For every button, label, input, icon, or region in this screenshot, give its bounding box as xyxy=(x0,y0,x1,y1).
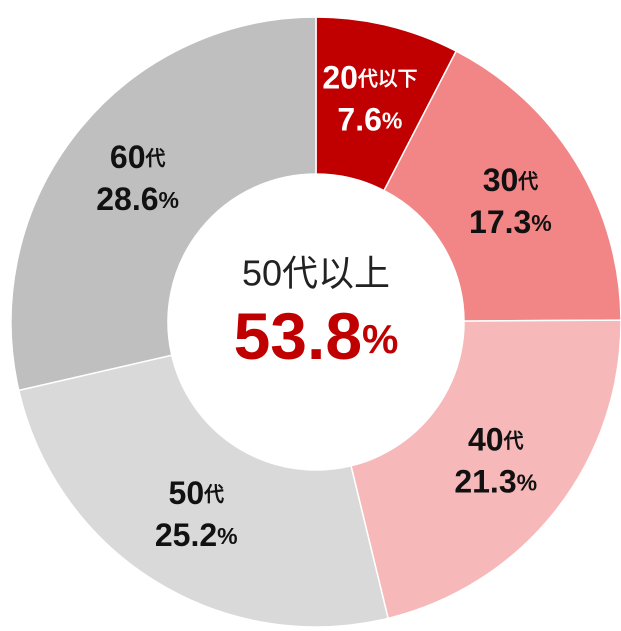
donut-slice xyxy=(383,50,621,322)
donut-slice xyxy=(10,16,317,392)
center-label: 50代以上 xyxy=(242,253,390,294)
center-value: 53.8% xyxy=(234,299,399,373)
slice-category: 60代 xyxy=(110,139,166,175)
slice-category: 30代 xyxy=(483,162,539,198)
slice-value-label: 25.2% xyxy=(155,517,238,553)
slice-value-label: 21.3% xyxy=(454,464,537,500)
donut-slice xyxy=(350,319,621,620)
slice-value-label: 28.6% xyxy=(96,181,179,217)
slice-category: 20代以下 xyxy=(322,60,417,96)
slice-category: 40代 xyxy=(468,422,524,458)
slice-value-label: 17.3% xyxy=(469,204,552,240)
donut-slice xyxy=(17,354,390,628)
slice-value-label: 7.6% xyxy=(337,102,402,138)
slice-category: 50代 xyxy=(169,475,225,511)
